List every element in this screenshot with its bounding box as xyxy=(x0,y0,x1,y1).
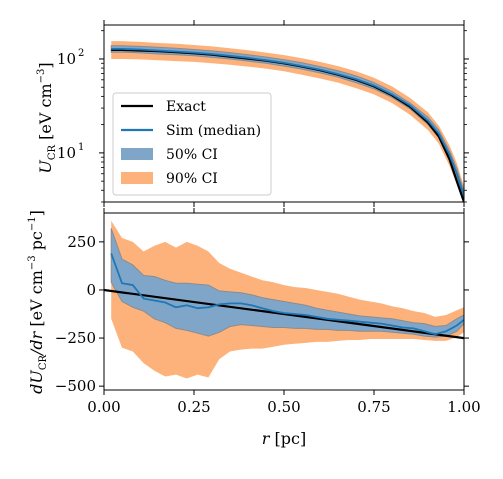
top-ci50-band xyxy=(110,45,464,200)
top-ytick-base: 10 xyxy=(57,144,76,162)
top-ylabel-exponent: −3 xyxy=(36,69,47,84)
top-ylabel-unit: [eV cm xyxy=(36,83,55,145)
bottom-x-axis-label: r [pc] xyxy=(262,429,306,448)
bottom-panel: 250 0 −250 −500 0.00 0.25 0.50 0.75 1.00 dUCR/dr… xyxy=(27,208,481,448)
bottom-ylabel-pc: pc xyxy=(27,231,46,255)
bottom-ylabel-exponent-1: −3 xyxy=(27,255,38,270)
bottom-ylabel-close: ] xyxy=(27,210,46,216)
legend: Exact Sim (median) 50% CI 90% CI xyxy=(112,92,272,196)
bottom-xtick-label: 0.75 xyxy=(357,398,390,416)
top-ytick-exp: 2 xyxy=(78,48,84,59)
bottom-median-line xyxy=(110,253,464,336)
bottom-ylabel-subscript: CR xyxy=(38,355,49,371)
svg-text:dUCR/dr [eV cm−3 pc−1]: dUCR/dr [eV cm−3 pc−1] xyxy=(27,210,49,394)
bottom-plot-area xyxy=(104,220,464,379)
bottom-ylabel-dr: /dr xyxy=(27,330,46,357)
top-y-axis-label: UCR [eV cm−3] xyxy=(36,62,58,173)
top-ylabel-subscript: CR xyxy=(47,144,58,160)
legend-swatch-50ci xyxy=(121,148,153,160)
legend-label-50ci: 50% CI xyxy=(166,147,218,163)
legend-swatch-90ci xyxy=(121,172,153,184)
top-ytick-label: 10 1 xyxy=(57,142,84,162)
top-ytick-exp: 1 xyxy=(78,142,84,153)
bottom-ticks: 250 0 −250 −500 0.00 0.25 0.50 0.75 1.00 xyxy=(55,208,481,416)
bottom-ytick-label: −500 xyxy=(55,377,96,395)
legend-box xyxy=(112,92,272,196)
bottom-ylabel-exponent-2: −1 xyxy=(27,216,38,231)
xlabel-symbol: r xyxy=(262,429,271,448)
top-ci90-band xyxy=(111,41,464,202)
bottom-xtick-label: 0.00 xyxy=(87,398,120,416)
legend-label-median: Sim (median) xyxy=(166,123,261,139)
top-ytick-label: 10 2 xyxy=(57,48,84,68)
bottom-exact-line xyxy=(104,288,464,340)
bottom-y-axis-label: dUCR/dr [eV cm−3 pc−1] xyxy=(27,210,49,394)
bottom-ytick-label: 0 xyxy=(86,281,96,299)
bottom-xtick-label: 0.25 xyxy=(177,398,210,416)
bottom-ci90-band xyxy=(111,220,464,379)
legend-label-exact: Exact xyxy=(166,99,206,115)
bottom-ytick-label: −250 xyxy=(55,329,96,347)
bottom-ylabel-d: dU xyxy=(27,370,46,394)
top-ylabel-close: ] xyxy=(36,62,55,68)
bottom-xtick-label: 1.00 xyxy=(447,398,480,416)
top-ytick-base: 10 xyxy=(57,50,76,68)
bottom-ci50-band xyxy=(110,228,464,338)
top-plot-area xyxy=(110,41,464,202)
svg-text:UCR [eV cm−3]: UCR [eV cm−3] xyxy=(36,62,58,173)
bottom-ylabel-unit: [eV cm xyxy=(27,270,46,332)
top-ylabel-symbol: U xyxy=(36,160,55,174)
top-median-line xyxy=(111,48,464,196)
xlabel-unit: [pc] xyxy=(269,429,306,448)
bottom-ytick-label: 250 xyxy=(67,233,96,251)
bottom-xtick-label: 0.50 xyxy=(267,398,300,416)
legend-label-90ci: 90% CI xyxy=(166,171,218,187)
